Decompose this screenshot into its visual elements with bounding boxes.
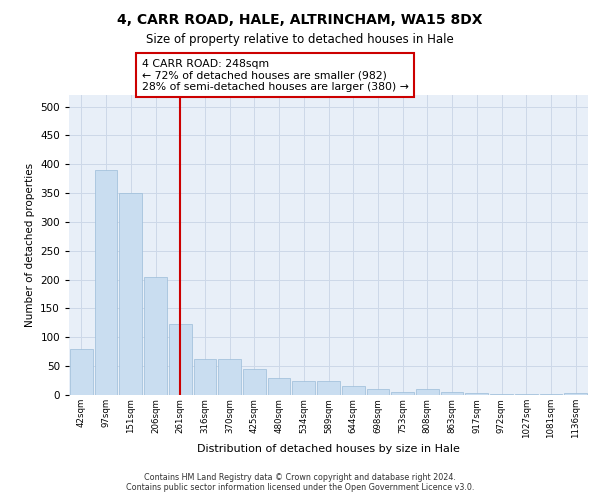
Bar (391, 392, 414, 395)
X-axis label: Distribution of detached houses by size in Hale: Distribution of detached houses by size … (197, 444, 460, 454)
Bar (119, 193, 142, 395)
Bar (539, 394, 562, 395)
Y-axis label: Number of detached properties: Number of detached properties (25, 163, 35, 327)
Bar (292, 380, 315, 395)
Bar (317, 380, 340, 395)
Bar (515, 394, 538, 395)
Bar (564, 394, 587, 395)
Bar (194, 358, 216, 395)
Bar (218, 358, 241, 395)
Bar (169, 324, 191, 395)
Bar (243, 369, 266, 395)
Bar (416, 389, 439, 395)
Bar (70, 349, 93, 395)
Bar (95, 170, 118, 395)
Text: 4, CARR ROAD, HALE, ALTRINCHAM, WA15 8DX: 4, CARR ROAD, HALE, ALTRINCHAM, WA15 8DX (117, 12, 483, 26)
Bar (441, 392, 463, 395)
Bar (144, 276, 167, 395)
Bar (367, 389, 389, 395)
Text: Contains HM Land Registry data © Crown copyright and database right 2024.
Contai: Contains HM Land Registry data © Crown c… (126, 473, 474, 492)
Text: Size of property relative to detached houses in Hale: Size of property relative to detached ho… (146, 32, 454, 46)
Bar (466, 394, 488, 395)
Bar (342, 386, 365, 395)
Bar (268, 378, 290, 395)
Text: 4 CARR ROAD: 248sqm
← 72% of detached houses are smaller (982)
28% of semi-detac: 4 CARR ROAD: 248sqm ← 72% of detached ho… (142, 59, 409, 92)
Bar (490, 394, 513, 395)
